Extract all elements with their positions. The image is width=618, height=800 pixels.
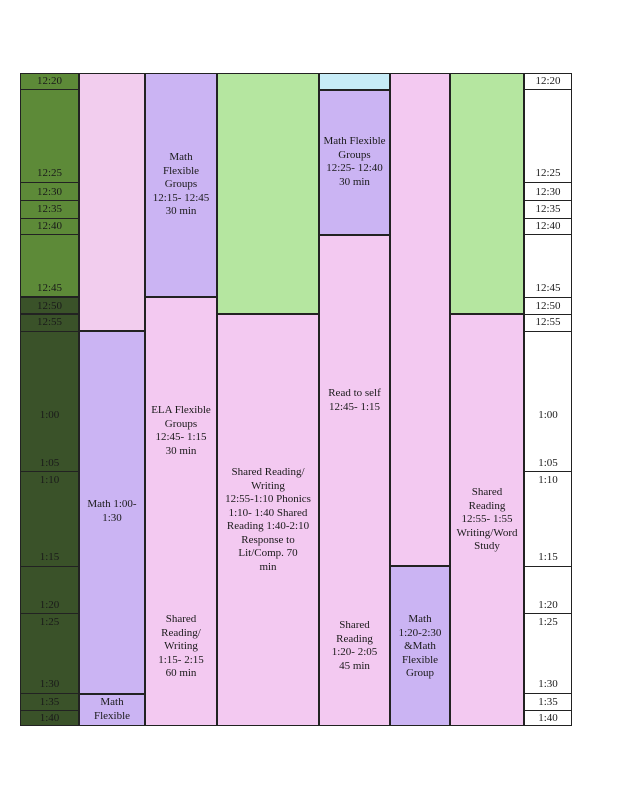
time-row-line-right [524, 566, 572, 567]
time-label-right: 1:05 [538, 457, 558, 469]
col6-green-block [450, 73, 524, 314]
time-row-line-right [524, 331, 572, 332]
time-label-right: 1:30 [538, 678, 558, 690]
col1-math-block [79, 331, 145, 694]
time-label-left: 1:30 [39, 678, 60, 690]
col2-ela-flex-block [145, 297, 217, 726]
time-label-right: 12:55 [535, 316, 561, 328]
time-label-right: 12:25 [535, 167, 561, 179]
time-row-line-right [524, 297, 572, 298]
col4-shared-reading-label: Shared Reading 1:20- 2:05 45 min [331, 619, 378, 672]
time-row-line-left [20, 471, 79, 472]
time-label-right: 12:35 [535, 203, 561, 215]
time-row-line-right [524, 234, 572, 235]
time-label-right: 1:00 [538, 409, 558, 421]
col4-sky-block [319, 73, 390, 90]
col5-pink-block [390, 73, 450, 566]
col4-read-label: Read to self 12:45- 1:15 [328, 387, 381, 413]
col2-math-flex-block [145, 73, 217, 297]
col1-math-label: Math 1:00- 1:30 [87, 498, 137, 524]
time-col-right [524, 73, 572, 726]
col6-shared-label: Shared Reading 12:55- 1:55 Writing/Word … [456, 486, 518, 552]
time-row-line-left [20, 693, 79, 694]
time-label-left: 12:45 [36, 282, 63, 294]
col3-shared-block [217, 314, 319, 726]
time-row-line-right [524, 471, 572, 472]
time-label-right: 12:45 [535, 282, 561, 294]
time-label-right: 1:15 [538, 551, 558, 563]
col4-read-block [319, 235, 390, 726]
time-label-left: 12:35 [36, 203, 63, 215]
time-row-line-left [20, 710, 79, 711]
time-col-left-dark [20, 314, 79, 726]
time-label-left: 1:05 [39, 457, 60, 469]
col4-math-flex-label: Math Flexible Groups 12:25- 12:40 30 min [323, 135, 386, 188]
time-label-left: 1:40 [39, 712, 60, 724]
time-label-left: 1:15 [39, 551, 60, 563]
time-row-line-right [524, 182, 572, 183]
time-label-right: 1:40 [538, 712, 558, 724]
time-row-line-left [20, 297, 79, 298]
time-label-right: 1:20 [538, 599, 558, 611]
time-label-left: 1:00 [39, 409, 60, 421]
time-label-right: 1:10 [538, 474, 558, 486]
time-label-left: 12:20 [36, 75, 63, 87]
time-row-line-left [20, 182, 79, 183]
time-row-line-left [20, 314, 79, 315]
col5-math-label: Math 1:20-2:30 &Math Flexible Group [398, 613, 442, 679]
time-row-line-left [20, 331, 79, 332]
col1-math-flex-label: Math Flexible [93, 696, 131, 722]
time-col-left-light [20, 73, 79, 297]
time-row-line-right [524, 693, 572, 694]
time-label-right: 1:35 [538, 696, 558, 708]
time-label-right: 12:40 [535, 220, 561, 232]
time-label-left: 12:25 [36, 167, 63, 179]
col2-ela-flex-label: ELA Flexible Groups 12:45- 1:15 30 min [151, 404, 211, 457]
time-label-right: 12:30 [535, 186, 561, 198]
time-label-left: 1:20 [39, 599, 60, 611]
col1-pink-block [79, 73, 145, 331]
col6-shared-block [450, 314, 524, 726]
time-row-line-right [524, 710, 572, 711]
time-row-line-left [20, 218, 79, 219]
col2-math-flex-label: Math Flexible Groups 12:15- 12:45 30 min [152, 151, 210, 217]
time-label-left: 12:30 [36, 186, 63, 198]
time-row-line-left [20, 89, 79, 90]
col1-math-flex-block [79, 694, 145, 726]
time-label-left: 12:40 [36, 220, 63, 232]
col5-math-block [390, 566, 450, 726]
time-label-left: 12:50 [36, 300, 63, 312]
time-row-line-left [20, 200, 79, 201]
time-row-line-left [20, 566, 79, 567]
time-row-line-right [524, 218, 572, 219]
time-row-line-right [524, 314, 572, 315]
time-row-line-left [20, 234, 79, 235]
time-label-left: 1:35 [39, 696, 60, 708]
time-label-right: 12:20 [535, 75, 561, 87]
time-row-line-right [524, 613, 572, 614]
time-label-right: 12:50 [535, 300, 561, 312]
col3-green-block [217, 73, 319, 314]
time-row-line-right [524, 200, 572, 201]
time-label-left: 12:55 [36, 316, 63, 328]
col2-shared-writing-label: Shared Reading/ Writing 1:15- 2:15 60 mi… [158, 613, 204, 679]
time-row-line-left [20, 613, 79, 614]
time-label-left: 1:10 [39, 474, 60, 486]
time-label-right: 1:25 [538, 616, 558, 628]
col3-shared-label: Shared Reading/ Writing 12:55-1:10 Phoni… [225, 466, 311, 573]
time-label-left: 1:25 [39, 616, 60, 628]
time-row-line-right [524, 89, 572, 90]
col4-math-flex-block [319, 90, 390, 235]
